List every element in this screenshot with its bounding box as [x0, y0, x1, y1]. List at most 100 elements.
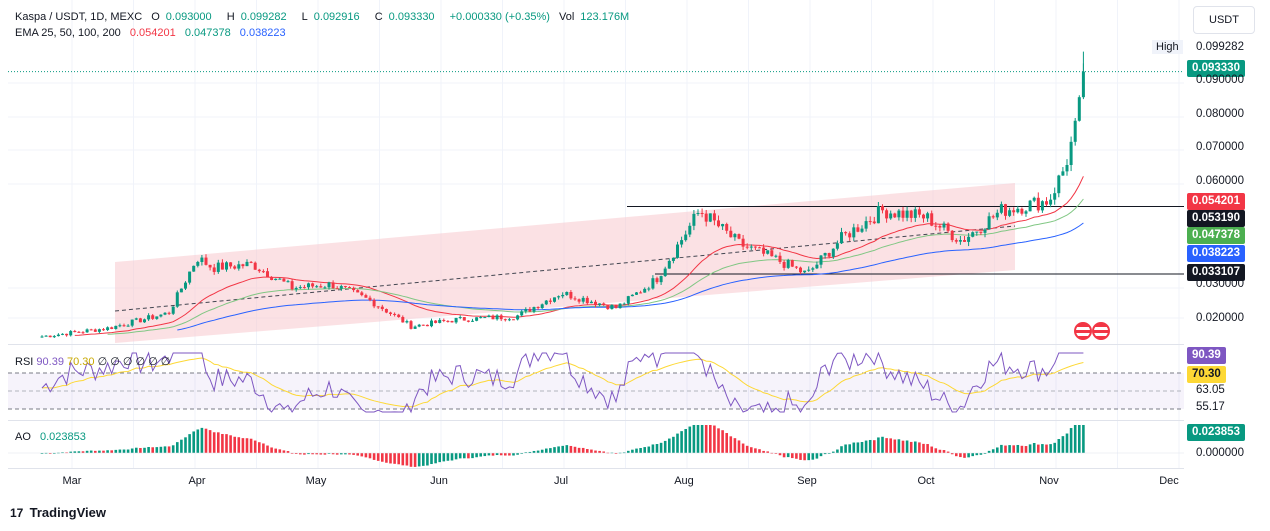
candle-body	[245, 261, 249, 267]
high-label: High	[1152, 40, 1183, 54]
pane-divider-ao[interactable]	[8, 420, 1184, 421]
ao-bar	[873, 440, 876, 453]
candle-body	[971, 232, 975, 237]
ao-bar	[627, 450, 630, 453]
candle-body	[179, 288, 183, 293]
ao-bar	[495, 453, 499, 456]
close-value: 0.093330	[388, 11, 435, 23]
ao-bar	[508, 453, 511, 456]
candle-body	[881, 206, 884, 211]
candle-body	[425, 324, 429, 327]
candle-body	[1077, 97, 1081, 121]
ema-label: EMA 25, 50, 100, 200	[15, 27, 121, 39]
ao-bar	[151, 447, 154, 453]
rsi-line	[41, 351, 1084, 414]
ao-bar	[938, 449, 942, 453]
candle-body	[651, 278, 655, 289]
ao-bar	[750, 447, 753, 453]
ao-bar	[249, 438, 253, 453]
candle-body	[889, 213, 893, 219]
candle-body	[717, 220, 720, 227]
candle-body	[229, 262, 233, 267]
ao-bar	[663, 440, 667, 453]
ao-bar	[811, 453, 815, 460]
ao-bar	[1000, 444, 1003, 453]
candle-body	[872, 221, 876, 224]
candle-body	[581, 297, 585, 302]
ao-bar	[458, 453, 462, 459]
ao-bar	[1037, 444, 1040, 453]
ao-bar	[426, 453, 429, 466]
ao-bar	[586, 449, 589, 453]
ao-bar	[782, 453, 786, 458]
ao-bar	[815, 453, 819, 459]
ao-bar	[721, 430, 724, 453]
x-label-may: May	[305, 475, 327, 487]
candle-body	[446, 320, 450, 322]
currency-button[interactable]: USDT	[1193, 6, 1255, 34]
candle-body	[864, 221, 868, 229]
ema50-value: 0.047378	[184, 27, 231, 39]
tradingview-logo-icon: 17	[10, 506, 24, 520]
ao-bar	[852, 442, 856, 453]
candle-body	[471, 320, 474, 322]
candle-body	[81, 332, 85, 334]
ao-bar	[1045, 444, 1048, 453]
ao-bar	[1049, 444, 1052, 453]
candle-body	[368, 297, 372, 301]
pane-divider-rsi[interactable]	[8, 344, 1184, 345]
candle-body	[557, 296, 561, 298]
candle-body	[626, 296, 630, 304]
price-tick-0080: 0.080000	[1196, 108, 1244, 120]
ao-bar	[98, 450, 101, 453]
ao-bar	[737, 440, 741, 453]
candle-body	[811, 268, 815, 270]
ao-bar	[922, 443, 925, 453]
ao-bar	[709, 425, 712, 453]
ao-bar	[967, 453, 970, 458]
candle-body	[774, 255, 778, 257]
ao-bar	[389, 453, 392, 464]
candle-body	[725, 224, 729, 231]
candle-body	[1061, 171, 1065, 176]
ao-bar	[713, 425, 716, 453]
ao-bar	[471, 453, 474, 459]
candle-body	[155, 316, 159, 319]
ao-bar	[258, 442, 261, 453]
candle-body	[749, 246, 753, 248]
ao-bar	[963, 453, 966, 458]
candle-body	[389, 312, 392, 314]
ao-bar	[192, 431, 195, 453]
candle-body	[909, 210, 913, 218]
us-flag-event-icon[interactable]	[1074, 322, 1092, 340]
ao-bar	[549, 448, 552, 453]
candle-body	[249, 261, 253, 263]
ao-bar	[1078, 425, 1081, 453]
ao-bar	[729, 436, 733, 453]
ao-bar	[577, 447, 581, 453]
ao-bar	[745, 445, 749, 453]
candle-body	[799, 267, 802, 273]
ao-bar	[1032, 442, 1036, 453]
tradingview-logo[interactable]: 17 TradingView	[10, 505, 106, 520]
ao-bar	[323, 453, 327, 455]
candle-body	[639, 292, 643, 294]
ao-legend: AO 0.023853	[15, 431, 86, 443]
candle-body	[794, 266, 798, 268]
ao-bar	[1082, 425, 1085, 453]
ao-bar	[897, 439, 901, 453]
ao-bar	[409, 453, 413, 467]
us-flag-event-icon[interactable]	[1092, 322, 1110, 340]
ao-bar	[688, 426, 692, 453]
candle-body	[737, 234, 741, 239]
candle-body	[1053, 193, 1057, 200]
candle-body	[868, 221, 872, 223]
candle-body	[1073, 120, 1077, 142]
ao-bar	[676, 433, 679, 453]
ao-bar	[926, 444, 929, 453]
ao-bar	[946, 451, 950, 453]
candle-body	[233, 266, 237, 269]
x-label-jun: Jun	[430, 475, 448, 487]
